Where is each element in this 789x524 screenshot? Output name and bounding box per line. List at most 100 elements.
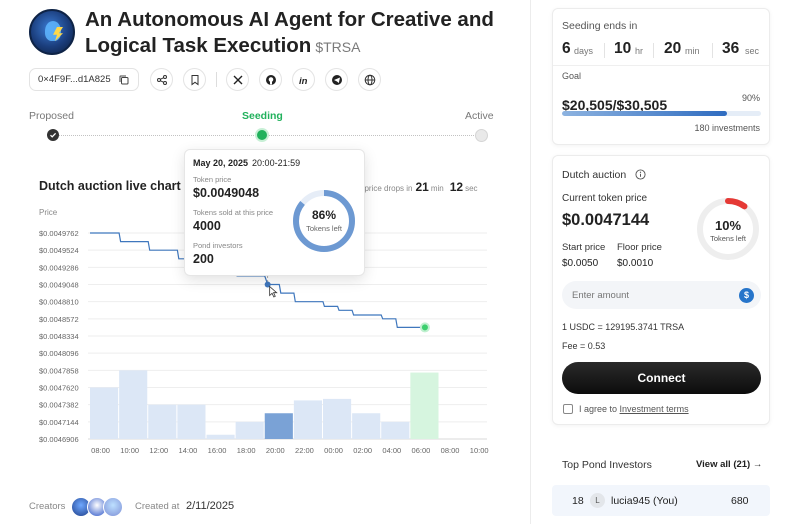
tooltip-date-row: May 20, 2025 20:00-21:59 bbox=[193, 158, 300, 168]
x-tick-label: 08:00 bbox=[91, 446, 110, 455]
bookmark-button[interactable] bbox=[183, 68, 206, 91]
tooltip-pond-investors-label: Pond investors bbox=[193, 241, 243, 250]
countdown-divider bbox=[712, 43, 713, 58]
x-tick-label: 12:00 bbox=[149, 446, 168, 455]
x-tick-label: 02:00 bbox=[353, 446, 372, 455]
fee-text: Fee = 0.53 bbox=[562, 341, 606, 351]
price-drop-timer: st price drops in 21 min 12 sec bbox=[356, 180, 481, 194]
seeding-label: Seeding ends in bbox=[562, 20, 638, 32]
x-tick-label: 16:00 bbox=[208, 446, 227, 455]
auction-title: Dutch auction bbox=[562, 169, 627, 181]
start-price-label: Start price bbox=[562, 242, 606, 253]
y-tick-label: $0.0047144 bbox=[39, 418, 79, 427]
y-tick-label: $0.0049524 bbox=[39, 246, 79, 255]
investment-terms-link[interactable]: Investment terms bbox=[619, 404, 689, 414]
auction-tokens-left-label: Tokens left bbox=[710, 234, 746, 243]
top-investors-title: Top Pond Investors bbox=[562, 459, 652, 471]
y-tick-label: $0.0049286 bbox=[39, 263, 79, 272]
creator-avatar[interactable] bbox=[103, 497, 123, 517]
timer-sec-unit: sec bbox=[465, 184, 478, 193]
tooltip-token-price: $0.0049048 bbox=[193, 186, 260, 200]
current-token-price: $0.0047144 bbox=[562, 211, 650, 229]
x-tick-label: 08:00 bbox=[441, 446, 460, 455]
connect-button[interactable]: Connect bbox=[562, 362, 761, 394]
countdown-minutes-unit: min bbox=[685, 46, 700, 56]
exchange-rate: 1 USDC = 129195.3741 TRSA bbox=[562, 322, 685, 332]
investments-count: 180 investments bbox=[694, 123, 760, 133]
chart-title: Dutch auction live chart bbox=[39, 179, 181, 193]
dutch-auction-card: Dutch auction Current token price $0.004… bbox=[552, 155, 770, 425]
y-tick-label: $0.0046906 bbox=[39, 435, 79, 444]
timer-minutes: 21 bbox=[415, 180, 429, 194]
volume-bar bbox=[410, 372, 439, 439]
volume-bar bbox=[293, 400, 322, 439]
view-all-link[interactable]: View all (21) → bbox=[696, 459, 762, 470]
hover-point bbox=[264, 281, 271, 288]
goal-progress-bar bbox=[562, 111, 761, 116]
x-tick-label: 04:00 bbox=[382, 446, 401, 455]
countdown-divider bbox=[653, 43, 654, 58]
chart-tooltip: May 20, 2025 20:00-21:59 Token price $0.0… bbox=[184, 149, 365, 276]
view-all-label: View all (21) bbox=[696, 459, 751, 470]
floor-price-label: Floor price bbox=[617, 242, 662, 253]
start-price: $0.0050 bbox=[562, 258, 599, 269]
amount-input[interactable] bbox=[562, 281, 761, 309]
tooltip-pond-investors: 200 bbox=[193, 252, 214, 266]
volume-bar bbox=[235, 421, 264, 439]
timer-min-unit: min bbox=[430, 184, 444, 193]
terms-agreement: I agree to Investment terms bbox=[579, 404, 689, 414]
x-tick-label: 14:00 bbox=[179, 446, 198, 455]
countdown-hours: 10 bbox=[614, 40, 632, 57]
y-tick-label: $0.0047382 bbox=[39, 401, 79, 410]
investor-row[interactable]: 18 L lucia945 (You) 680 bbox=[552, 485, 770, 516]
arrow-right-icon: → bbox=[752, 459, 763, 470]
info-icon[interactable] bbox=[635, 169, 646, 180]
terms-checkbox[interactable] bbox=[563, 404, 573, 414]
goal-progress-fill bbox=[562, 111, 728, 116]
step-seeding-label: Seeding bbox=[242, 110, 283, 122]
creators-label: Creators bbox=[29, 501, 66, 512]
goal-label: Goal bbox=[562, 71, 582, 81]
website-link[interactable] bbox=[358, 68, 381, 91]
countdown-seconds-unit: sec bbox=[745, 46, 760, 56]
step-active-dot bbox=[475, 129, 488, 142]
copy-icon[interactable] bbox=[118, 74, 130, 86]
github-link[interactable] bbox=[259, 68, 282, 91]
globe-icon bbox=[364, 74, 375, 85]
y-tick-label: $0.0048334 bbox=[39, 332, 79, 341]
usdc-icon: $ bbox=[739, 288, 754, 303]
step-proposed-label: Proposed bbox=[29, 110, 74, 122]
created-date: 2/11/2025 bbox=[186, 500, 235, 512]
y-tick-label: $0.0047858 bbox=[39, 366, 79, 375]
project-title: An Autonomous AI Agent for Creative and … bbox=[85, 7, 505, 60]
creator-avatars[interactable] bbox=[71, 497, 127, 517]
tooltip-tokens-sold: 4000 bbox=[193, 219, 221, 233]
tooltip-tokens-left-pct: 86% bbox=[311, 208, 337, 222]
linkedin-link[interactable]: in bbox=[292, 68, 315, 91]
x-icon bbox=[233, 75, 242, 84]
volume-bar bbox=[90, 387, 119, 439]
price-drop-text: st price drops in bbox=[356, 184, 413, 193]
volume-bar bbox=[264, 413, 293, 439]
y-axis-label: Price bbox=[39, 208, 58, 217]
countdown-days-unit: days bbox=[574, 46, 594, 56]
y-tick-label: $0.0048572 bbox=[39, 315, 79, 324]
countdown-divider bbox=[604, 43, 605, 58]
step-proposed-dot bbox=[47, 129, 59, 141]
volume-bar bbox=[206, 434, 235, 439]
project-avatar bbox=[29, 9, 75, 55]
address-chip[interactable]: 0×4F9F...d1A825 bbox=[29, 68, 139, 91]
dutch-auction-chart[interactable]: Price $0.0049762 $0.0049524 $0.0049286 $0.00… bbox=[0, 0, 530, 524]
share-button[interactable] bbox=[150, 68, 173, 91]
step-seeding-dot bbox=[255, 128, 269, 142]
investor-rank: 18 bbox=[572, 495, 584, 507]
x-link[interactable] bbox=[226, 68, 249, 91]
telegram-link[interactable] bbox=[325, 68, 348, 91]
tooltip-date: May 20, 2025 bbox=[193, 158, 249, 168]
y-tick-label: $0.0048810 bbox=[39, 298, 79, 307]
x-tick-label: 22:00 bbox=[295, 446, 314, 455]
x-tick-label: 18:00 bbox=[237, 446, 256, 455]
volume-bar bbox=[148, 404, 177, 439]
step-active-label: Active bbox=[465, 110, 494, 122]
svg-text:in: in bbox=[299, 76, 308, 86]
